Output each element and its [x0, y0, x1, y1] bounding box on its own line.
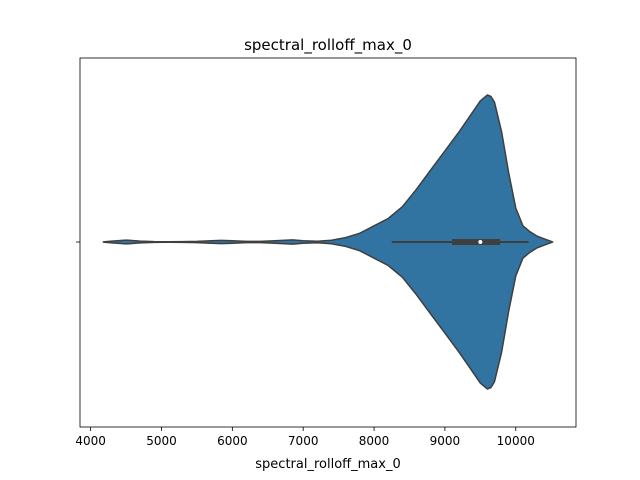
plot-frame — [79, 57, 577, 428]
x-axis: 4000 5000 6000 7000 8000 9000 10000 — [75, 427, 535, 448]
x-tick-label: 4000 — [75, 434, 106, 448]
x-tick-label: 10000 — [497, 434, 535, 448]
chart-title: spectral_rolloff_max_0 — [244, 36, 412, 55]
box-iqr — [452, 239, 501, 245]
x-tick-label: 7000 — [288, 434, 319, 448]
median-marker — [478, 240, 483, 244]
x-tick-label: 8000 — [359, 434, 390, 448]
x-tick-label: 6000 — [217, 434, 248, 448]
violin-body — [102, 94, 554, 390]
x-axis-label: spectral_rolloff_max_0 — [255, 457, 400, 472]
x-tick-label: 9000 — [430, 434, 461, 448]
plot-area — [102, 94, 554, 390]
x-tick-label: 5000 — [146, 434, 177, 448]
